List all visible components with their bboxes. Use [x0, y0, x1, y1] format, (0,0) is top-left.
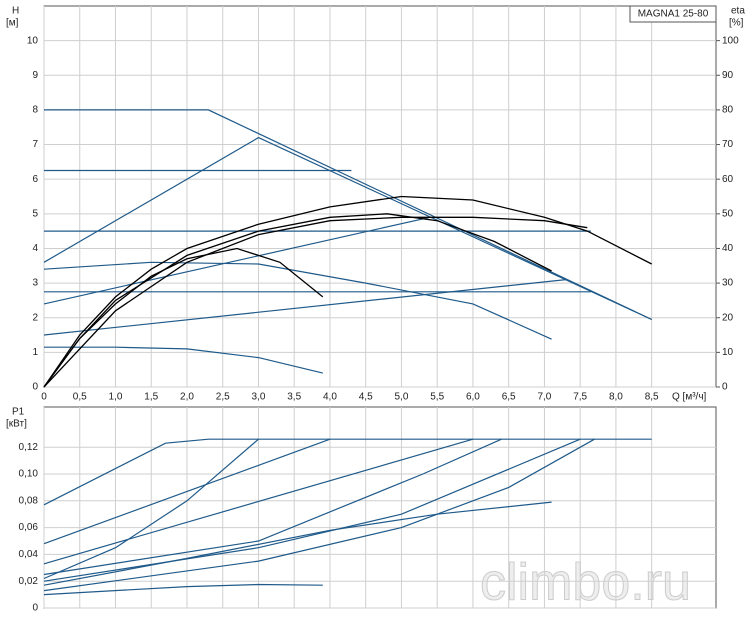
y-tick-label: 9 [32, 70, 38, 81]
y2-tick-label: 80 [722, 105, 734, 116]
curve [43, 438, 502, 576]
y2-tick-label: 30 [722, 278, 734, 289]
curve [44, 109, 652, 321]
y2-tick-label: 20 [722, 312, 734, 323]
curve [43, 261, 552, 340]
y2-tick-label: 100 [722, 35, 739, 46]
x-tick-label: 8,0 [609, 392, 623, 403]
x-tick-label: 7,0 [537, 392, 551, 403]
y-tick-label: 4 [32, 243, 38, 254]
y-tick-label: 0,10 [19, 469, 39, 480]
y2-axis-unit: [%] [729, 18, 744, 29]
y-tick-label: 0 [32, 382, 38, 393]
curve [43, 438, 652, 506]
x-tick-label: 7,5 [573, 392, 587, 403]
y-tick-label: 8 [32, 105, 38, 116]
curve [43, 195, 652, 388]
x-tick-label: 0,5 [73, 392, 87, 403]
x-tick-label: 2,5 [216, 392, 230, 403]
curve [43, 438, 595, 592]
y-tick-label: 0 [32, 603, 38, 614]
watermark: climbo.ru [480, 554, 691, 612]
curve [43, 438, 581, 582]
y-tick-label: 2 [32, 312, 38, 323]
curve [44, 346, 323, 374]
y-tick-label: 10 [27, 35, 39, 46]
y-tick-label: 0,04 [19, 549, 39, 560]
curve [43, 438, 259, 580]
y-axis-unit: [кВт] [6, 419, 27, 430]
curve [43, 279, 566, 336]
y2-tick-label: 10 [722, 347, 734, 358]
y2-tick-label: 0 [722, 382, 728, 393]
y-tick-label: 3 [32, 278, 38, 289]
plot-frame [43, 5, 717, 388]
y-tick-label: 0,12 [19, 442, 39, 453]
y-tick-label: 7 [32, 139, 38, 150]
x-tick-label: 4,0 [323, 392, 337, 403]
x-tick-label: 2,0 [180, 392, 194, 403]
badge: MAGNA1 25-80 [638, 9, 709, 20]
curve [43, 216, 588, 388]
y2-tick-label: 90 [722, 70, 734, 81]
y2-tick-label: 40 [722, 243, 734, 254]
x-tick-label: 8,5 [645, 392, 659, 403]
y2-tick-label: 60 [722, 174, 734, 185]
x-tick-label: 3,0 [252, 392, 266, 403]
curve [43, 216, 431, 305]
y-axis-unit: [м] [6, 18, 19, 29]
x-tick-label: 5,5 [430, 392, 444, 403]
x-tick-label: 6,5 [502, 392, 516, 403]
x-tick-label: 5,0 [394, 392, 408, 403]
x-tick-label: 1,0 [109, 392, 123, 403]
y-tick-label: 0,06 [19, 522, 39, 533]
y-tick-label: 6 [32, 174, 38, 185]
x-axis-label: Q [м³/ч] [672, 392, 707, 403]
y-axis-label: H [12, 6, 19, 17]
badge-box [629, 5, 717, 23]
x-tick-label: 4,5 [359, 392, 373, 403]
curve [43, 583, 323, 596]
y-axis-label: P1 [12, 407, 25, 418]
y2-tick-label: 50 [722, 208, 734, 219]
y2-axis-label: eta [731, 6, 745, 17]
curve [43, 438, 474, 565]
x-tick-label: 0 [41, 392, 47, 403]
x-tick-label: 6,0 [466, 392, 480, 403]
y2-tick-label: 70 [722, 139, 734, 150]
y-tick-label: 0,02 [19, 576, 39, 587]
curve [43, 438, 331, 545]
y-tick-label: 0,08 [19, 495, 39, 506]
y-tick-label: 5 [32, 208, 38, 219]
curve [43, 213, 552, 388]
x-tick-label: 3,5 [287, 392, 301, 403]
curve [43, 136, 652, 321]
y-tick-label: 1 [32, 347, 38, 358]
x-tick-label: 1,5 [144, 392, 158, 403]
curve [43, 501, 552, 586]
